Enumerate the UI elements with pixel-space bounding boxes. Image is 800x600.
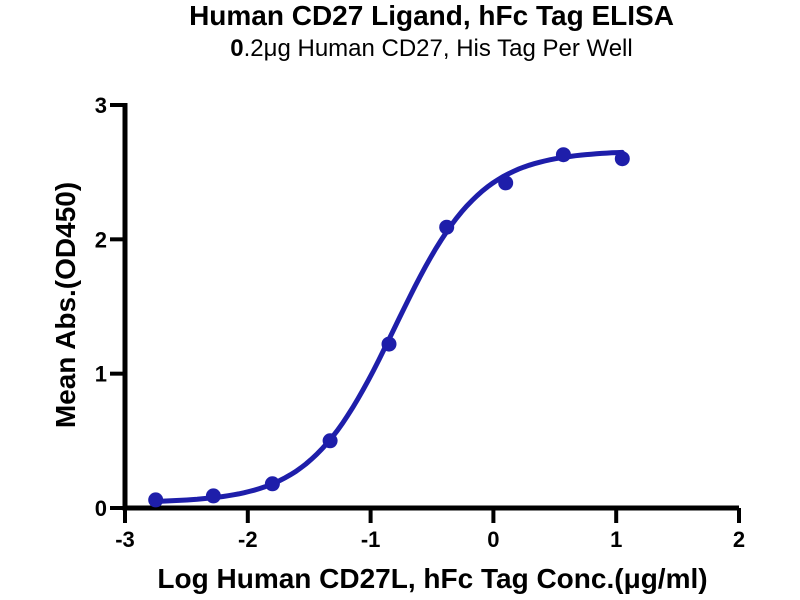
data-point-marker bbox=[439, 219, 455, 235]
y-tick-label: 2 bbox=[95, 227, 107, 252]
data-point-marker bbox=[555, 147, 571, 163]
data-point-marker bbox=[498, 175, 514, 191]
y-tick-label: 0 bbox=[95, 496, 107, 521]
x-tick-label: -3 bbox=[115, 527, 135, 552]
x-axis-title: Log Human CD27L, hFc Tag Conc.(μg/ml) bbox=[157, 563, 708, 594]
x-tick-label: 1 bbox=[610, 527, 622, 552]
x-tick-label: 0 bbox=[487, 527, 499, 552]
x-tick-label: -1 bbox=[361, 527, 381, 552]
chart-title: Human CD27 Ligand, hFc Tag ELISA bbox=[189, 0, 674, 31]
x-tick-label: 2 bbox=[733, 527, 745, 552]
axis-lines bbox=[122, 103, 739, 511]
data-point-marker bbox=[322, 433, 338, 449]
data-point-marker bbox=[381, 336, 397, 352]
chart-subtitle: 0.2μg Human CD27, His Tag Per Well bbox=[63, 35, 800, 63]
data-point-marker bbox=[205, 488, 221, 504]
data-point-marker bbox=[264, 476, 280, 492]
chart-subtitle-bold-prefix: 0 bbox=[230, 35, 244, 62]
y-tick-label: 1 bbox=[95, 362, 107, 387]
x-tick-label: -2 bbox=[238, 527, 258, 552]
y-tick-label: 3 bbox=[95, 93, 107, 118]
data-point-marker bbox=[148, 492, 164, 508]
data-point-marker bbox=[614, 151, 630, 167]
chart-subtitle-text: .2μg Human CD27, His Tag Per Well bbox=[243, 35, 633, 62]
fit-curve-line bbox=[153, 149, 625, 504]
